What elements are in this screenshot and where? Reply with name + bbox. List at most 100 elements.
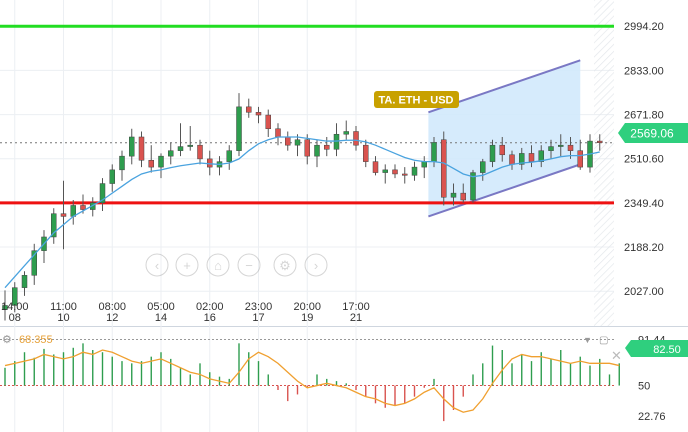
zoom-in-button[interactable]: + [175,253,199,277]
candle-body [80,205,86,210]
candle-body [275,128,281,138]
x-tick-day: 16 [204,312,216,324]
candle-body [460,192,466,201]
candle-body [207,158,213,168]
osc-tick-label: 22.76 [638,411,666,423]
candle-body [333,133,340,150]
candle-body [109,169,115,184]
collapse-pane-icon[interactable]: ▼ [583,335,592,345]
svg-text:+: + [183,258,191,273]
candle-body [509,154,515,165]
moving-average-line [4,136,600,289]
x-tick-time: 05:00 [147,301,175,313]
price-grid [0,0,614,326]
candle-body [519,153,525,165]
candle-body [255,112,262,116]
candle-body [265,114,271,130]
y-tick-label: 2349.40 [624,198,664,210]
candle-body [324,144,330,150]
y-tick-label: 2027.00 [624,286,664,298]
scroll-left-button[interactable]: ‹ [145,253,169,277]
svg-text:›: › [314,258,318,273]
candle-body [158,155,164,168]
candle-body [567,144,574,151]
x-tick-day: 14 [155,312,167,324]
channel-lower-line [428,163,581,218]
settings-icon[interactable]: ⚙ [2,334,12,346]
candle-body [421,161,427,168]
oscillator-current-value: 82.50 [653,344,681,356]
x-tick-time: 23:00 [245,301,273,313]
svg-text:⚙: ⚙ [279,258,291,273]
x-tick-day: 10 [57,312,69,324]
chart-navigation: ‹ + ⌂ − ⚙ › [145,253,328,277]
oscillator-line [4,349,620,413]
symbol-badge[interactable]: TA. ETH - USD [374,91,459,108]
zoom-reset-button[interactable]: ⌂ [206,253,230,277]
y-tick-label: 2671.80 [624,110,664,122]
candle-body [597,140,603,143]
x-tick-time: 14:00 [1,301,29,313]
candle-body [441,139,447,198]
candle-body [314,144,320,157]
candle-body [246,106,252,113]
x-tick-time: 17:00 [342,301,370,313]
candle-body [577,150,583,168]
candle-body [363,144,369,162]
candle-body [177,146,184,151]
x-tick-day: 19 [301,312,313,324]
candle-body [168,150,174,157]
candle-body [372,161,379,173]
candle-body [294,139,301,146]
candle-body [148,160,154,168]
candle-body [470,172,476,201]
last-price-label: 2569.06 [630,127,674,141]
maximize-pane-icon[interactable]: ▢ [599,335,608,346]
candle-body [2,305,8,310]
zoom-out-button[interactable]: − [237,253,261,277]
x-tick-day: 12 [106,312,118,324]
candle-body [99,183,106,203]
oscillator-value-badge: 82.50 [625,340,688,357]
x-tick-day: 08 [9,312,21,324]
candle-body [558,144,564,147]
candle-body [21,275,28,288]
candle-body [197,144,203,160]
future-area [594,0,614,326]
candle-body [392,169,398,175]
candle-body [236,106,242,151]
candle-body [226,150,232,162]
x-tick-time: 11:00 [50,301,77,313]
scroll-right-button[interactable]: › [304,253,328,277]
candle-body [138,136,145,161]
svg-text:⌂: ⌂ [214,258,222,273]
candle-body [431,142,437,162]
x-tick-day: 17 [252,312,264,324]
candle-body [489,144,496,162]
candle-body [450,192,457,198]
candle-body [119,155,125,171]
candle-body [129,136,135,157]
settings-button[interactable]: ⚙ [273,253,297,277]
moving-average [4,136,600,289]
y-tick-label: 2833.00 [624,65,664,77]
candle-body [528,153,535,162]
svg-text:‹: ‹ [155,258,159,273]
candle-body [12,287,18,306]
candle-body [538,150,544,162]
x-tick-day: 21 [350,312,362,324]
candle-body [402,173,408,176]
svg-text:−: − [245,258,253,273]
candle-body [60,213,67,217]
close-pane-icon[interactable]: ✕ [611,348,622,363]
candle-body [31,250,37,276]
x-tick-time: 02:00 [196,301,224,313]
y-tick-label: 2510.60 [624,154,664,166]
candle-body [480,161,486,173]
candle-body [548,146,554,151]
y-tick-label: 2994.20 [624,21,664,33]
candle-body [353,131,359,146]
y-axis: 2027.00 2188.20 2349.40 2510.60 2671.80 2833.… [624,21,664,298]
last-price-badge: 2569.06 [618,123,688,143]
